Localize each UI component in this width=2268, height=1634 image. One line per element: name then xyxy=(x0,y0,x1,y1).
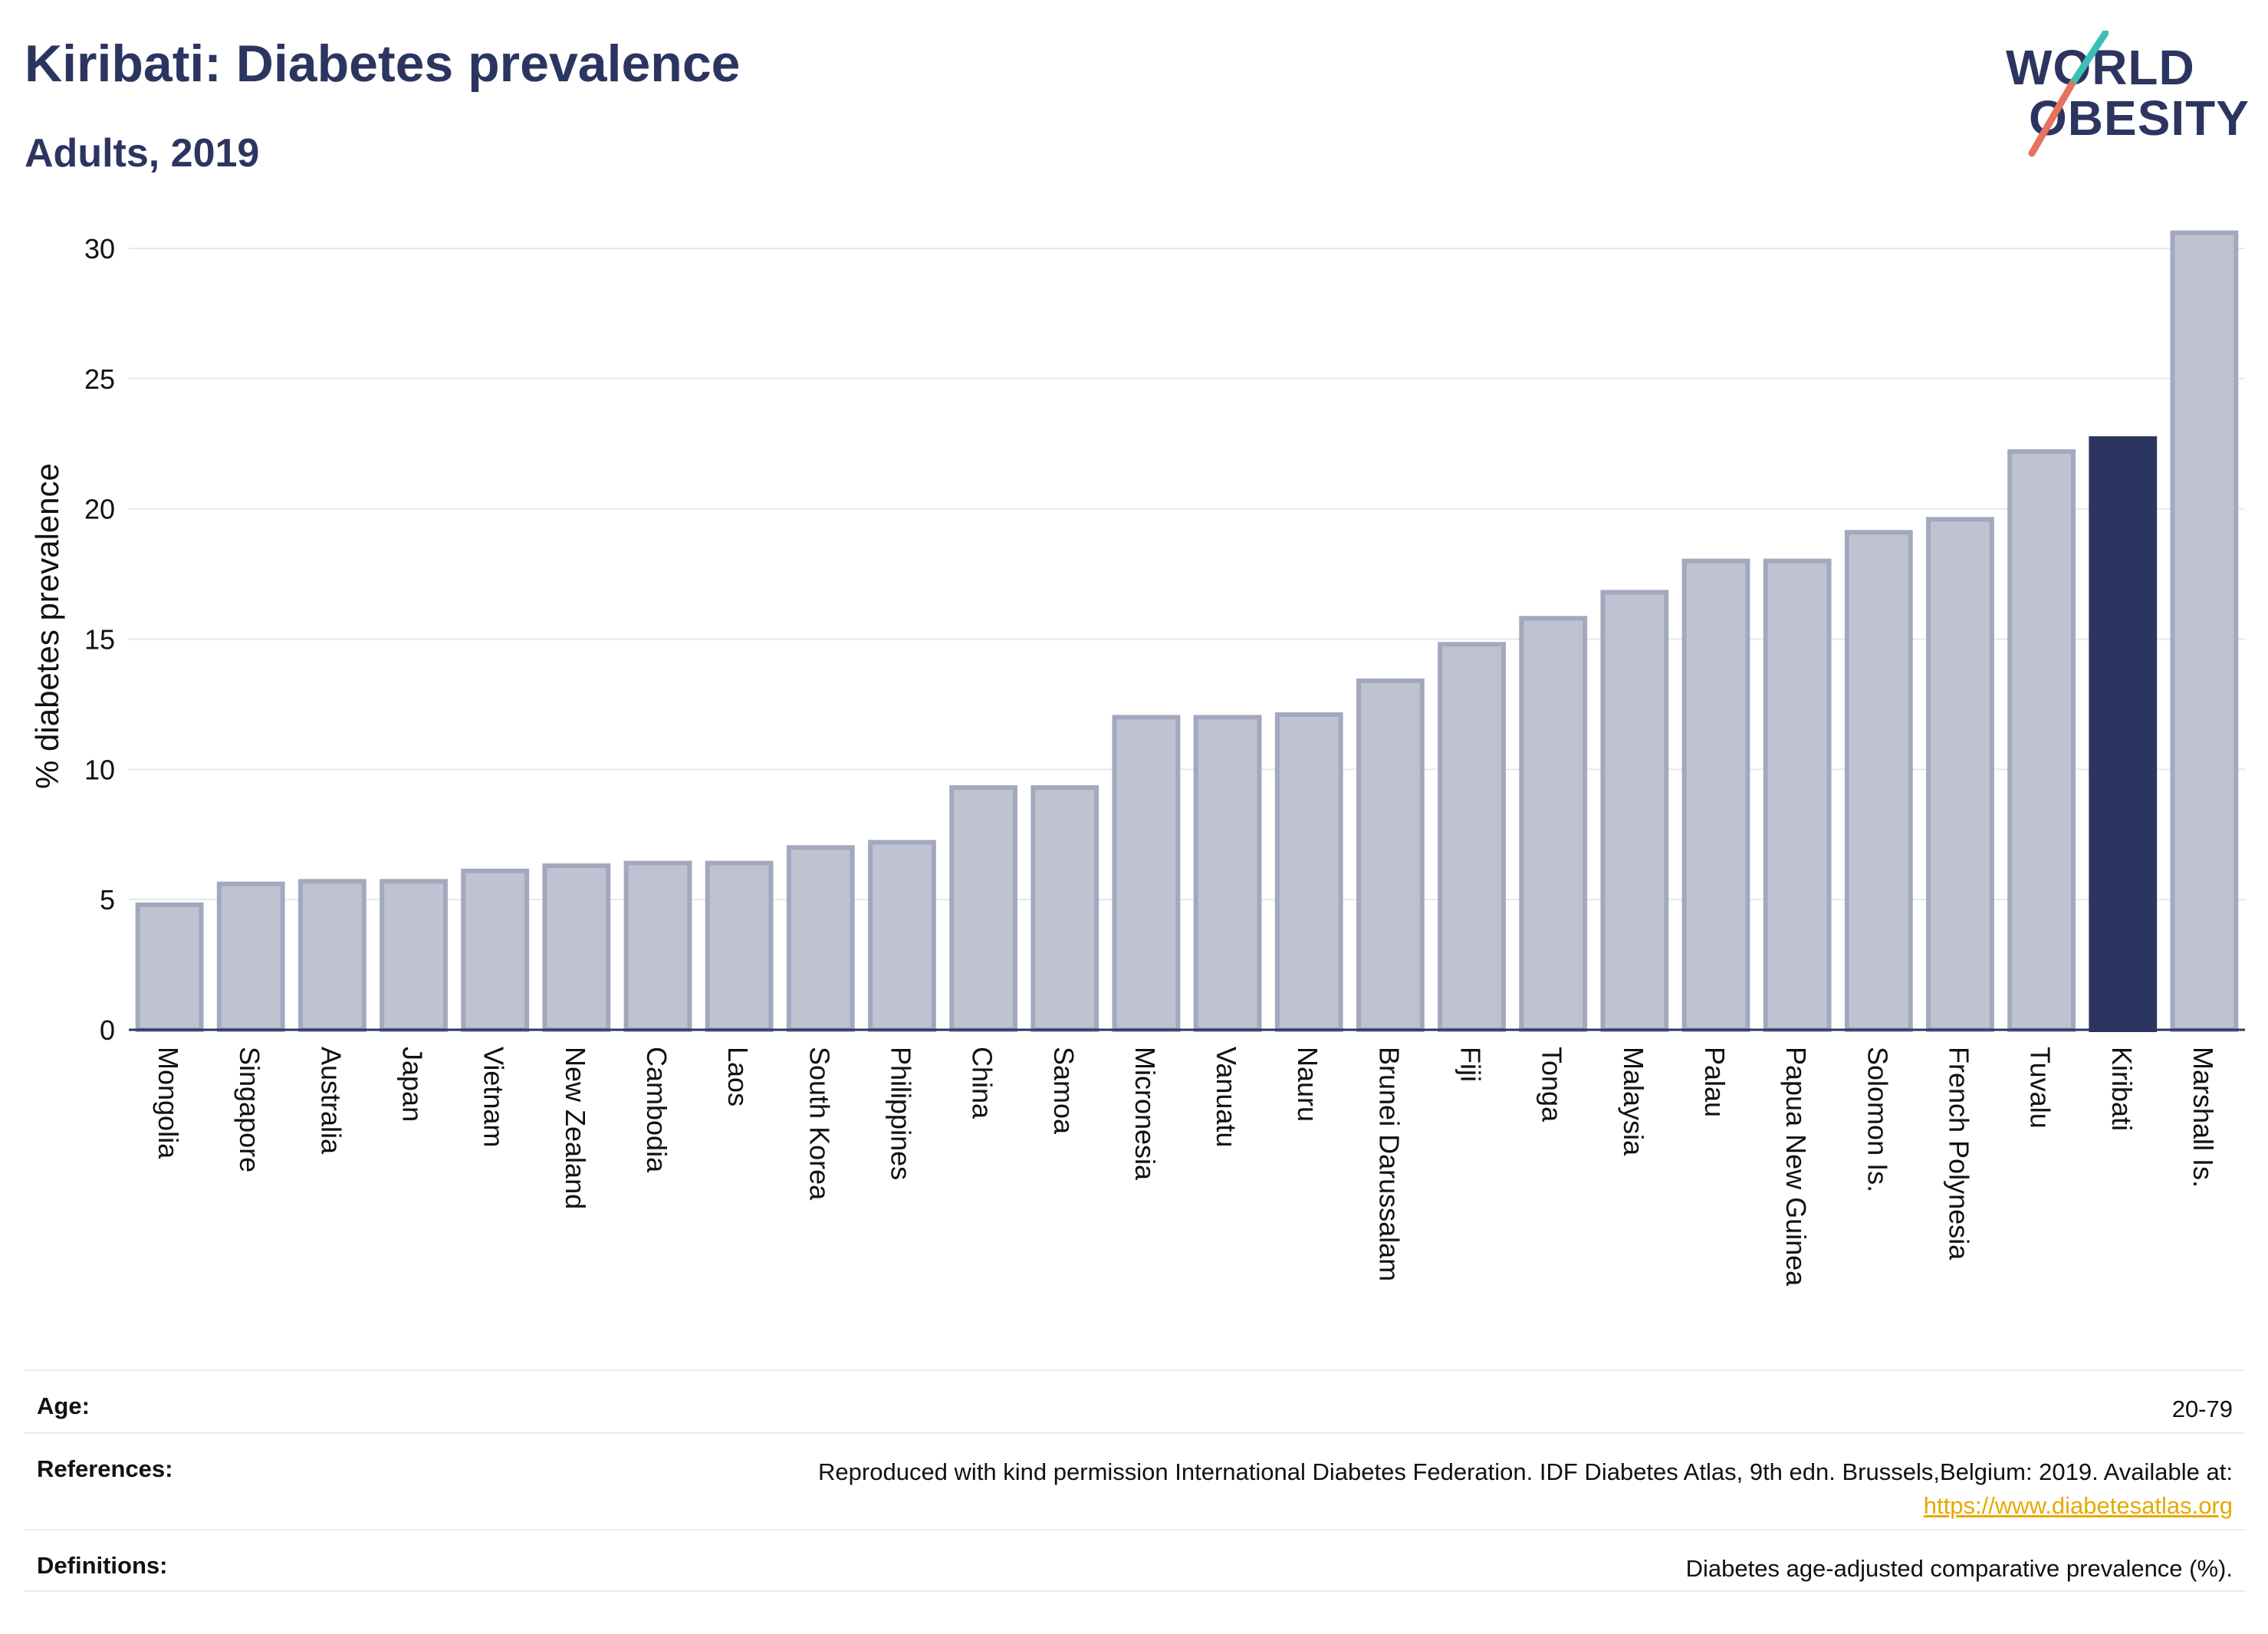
bar xyxy=(705,860,774,1032)
logo-slash-icon xyxy=(2028,31,2109,157)
references-text: Reproduced with kind permission Internat… xyxy=(818,1458,2233,1485)
bar xyxy=(786,845,855,1033)
bar xyxy=(542,863,611,1033)
footer-label-references: References: xyxy=(37,1455,173,1482)
footer-value-definitions: Diabetes age-adjusted comparative preval… xyxy=(1685,1555,2233,1582)
bar xyxy=(1112,715,1181,1032)
footer-row-age: Age: 20-79 xyxy=(25,1369,2245,1432)
x-tick-label: Tonga xyxy=(1537,1047,1568,1123)
x-tick-label: Vanuatu xyxy=(1211,1047,1242,1147)
footer-value-references: Reproduced with kind permission Internat… xyxy=(818,1455,2233,1523)
footer-value-age: 20-79 xyxy=(2171,1396,2233,1422)
bar xyxy=(297,879,366,1032)
y-tick-label: 25 xyxy=(84,363,115,395)
x-tick-label: Palau xyxy=(1699,1047,1731,1117)
bar xyxy=(949,785,1018,1032)
bar xyxy=(1030,785,1099,1032)
bar xyxy=(623,860,692,1032)
bar xyxy=(2089,436,2158,1032)
bar xyxy=(1356,678,1425,1033)
bar xyxy=(868,840,936,1032)
chart-title: Kiribati: Diabetes prevalence xyxy=(25,35,741,93)
bar xyxy=(1519,616,1588,1032)
bar xyxy=(1681,558,1750,1033)
bar-chart: 0 5 10 15 20 25 30 % diabetes prevalence Mongoli… xyxy=(29,230,2245,1287)
logo-text-line1: WORLD xyxy=(2006,40,2195,95)
x-tick-label: Australia xyxy=(315,1047,347,1155)
x-tick-label: Japan xyxy=(397,1047,429,1122)
bar xyxy=(2170,230,2239,1033)
x-tick-label: South Korea xyxy=(804,1047,835,1201)
y-axis-label: % diabetes prevalence xyxy=(29,463,65,789)
x-tick-label: Fiji xyxy=(1455,1047,1487,1082)
bar xyxy=(1763,558,1832,1033)
footer-label-age: Age: xyxy=(37,1392,90,1419)
y-tick-label: 5 xyxy=(100,884,115,916)
x-tick-label: Papua New Guinea xyxy=(1780,1047,1812,1287)
x-tick-label: Mongolia xyxy=(153,1047,184,1159)
world-obesity-logo: WORLD OBESITY xyxy=(1994,31,2254,161)
x-tick-label: Vietnam xyxy=(478,1047,510,1147)
bar xyxy=(135,902,204,1032)
x-tick-label: Brunei Darussalam xyxy=(1373,1047,1405,1281)
y-tick-label: 30 xyxy=(84,233,115,265)
bar xyxy=(1274,712,1343,1032)
bar xyxy=(1193,715,1262,1032)
x-tick-label: Malaysia xyxy=(1618,1047,1649,1156)
x-tick-label: Laos xyxy=(722,1047,754,1106)
x-tick-label: Singapore xyxy=(234,1047,265,1172)
x-tick-label: China xyxy=(967,1047,998,1119)
x-tick-label: Tuvalu xyxy=(2025,1047,2056,1129)
bar xyxy=(1600,590,1669,1032)
x-tick-label: Micronesia xyxy=(1129,1047,1161,1181)
footer-label-definitions: Definitions: xyxy=(37,1552,168,1579)
bar xyxy=(380,879,448,1032)
x-tick-label: French Polynesia xyxy=(1943,1047,1974,1261)
bar xyxy=(461,868,530,1032)
x-tick-label: Solomon Is. xyxy=(1862,1047,1893,1192)
bar xyxy=(216,881,285,1032)
y-tick-label: 0 xyxy=(100,1014,115,1046)
bar xyxy=(1844,530,1913,1032)
y-tick-label: 15 xyxy=(84,623,115,655)
footer-row-references: References: Reproduced with kind permiss… xyxy=(25,1432,2245,1529)
x-tick-label: Kiribati xyxy=(2106,1047,2138,1131)
footer-table: Age: 20-79 References: Reproduced with k… xyxy=(25,1369,2245,1592)
bar xyxy=(1438,642,1506,1032)
x-tick-label: Marshall Is. xyxy=(2187,1047,2219,1188)
x-tick-label: Cambodia xyxy=(641,1047,672,1173)
x-tick-label: New Zealand xyxy=(560,1047,591,1209)
y-tick-label: 20 xyxy=(84,494,115,525)
footer-row-definitions: Definitions: Diabetes age-adjusted compa… xyxy=(25,1529,2245,1592)
references-link[interactable]: https://www.diabetesatlas.org xyxy=(1923,1492,2233,1519)
bar xyxy=(1926,517,1994,1033)
bar xyxy=(2007,449,2076,1032)
x-tick-label: Nauru xyxy=(1292,1047,1323,1122)
x-tick-label: Philippines xyxy=(885,1047,916,1180)
x-tick-label: Samoa xyxy=(1048,1047,1080,1135)
y-tick-label: 10 xyxy=(84,754,115,785)
chart-subtitle: Adults, 2019 xyxy=(25,131,260,176)
